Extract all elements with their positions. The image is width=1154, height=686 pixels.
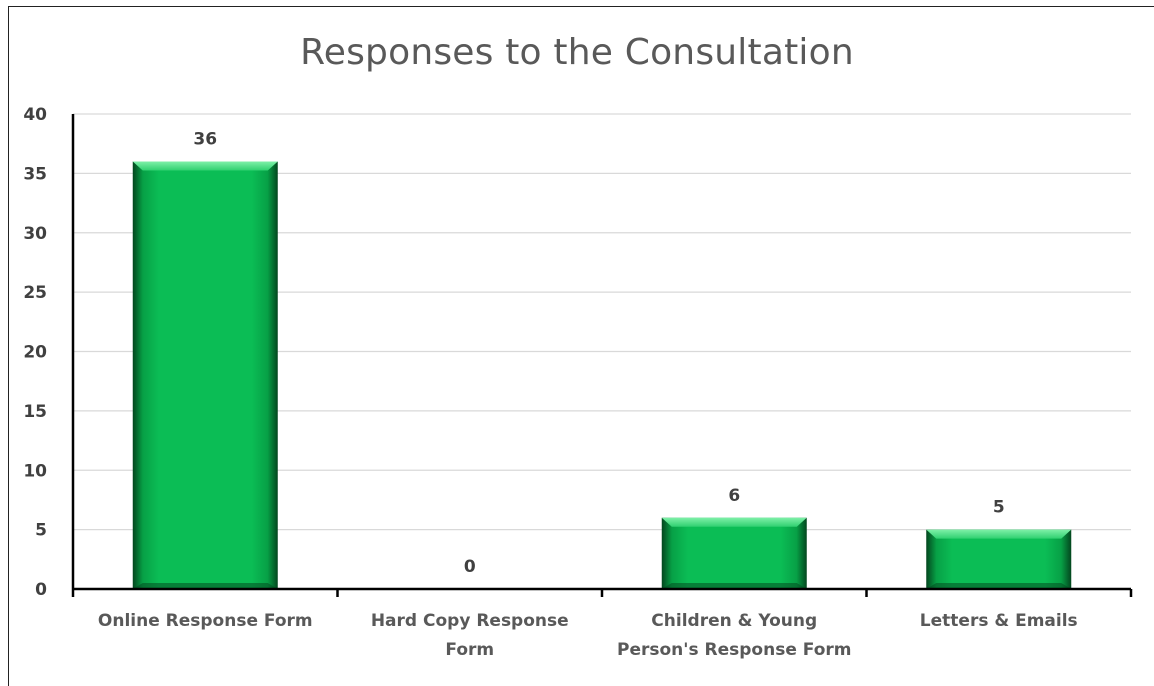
bar — [661, 517, 807, 589]
bar-bottom-bevel — [132, 583, 278, 589]
labels: 0 5 10 15 20 25 30 35 40 36 Online Response Form 0 H… — [23, 105, 1077, 660]
x-category-label: Hard Copy Response — [371, 611, 569, 631]
y-tick-label: 35 — [23, 164, 47, 184]
bar-top-bevel — [132, 161, 278, 171]
y-tick-label: 20 — [23, 343, 47, 363]
chart-frame — [8, 6, 1154, 686]
y-tick-label: 40 — [23, 105, 47, 125]
bar — [926, 529, 1072, 589]
bar-bottom-bevel — [926, 583, 1072, 589]
bar-top-bevel — [661, 517, 807, 527]
data-label: 0 — [464, 557, 476, 577]
y-tick-label: 25 — [23, 283, 47, 303]
bar-top-bevel — [926, 529, 1072, 539]
x-category-label: Children & Young — [651, 611, 817, 631]
data-label: 6 — [728, 486, 740, 506]
chart-title: Responses to the Consultation — [300, 32, 854, 73]
x-category-label: Letters & Emails — [920, 611, 1078, 631]
bar — [132, 161, 278, 589]
x-category-label: Form — [445, 640, 494, 660]
data-label: 36 — [193, 130, 217, 150]
y-tick-label: 15 — [23, 402, 47, 422]
y-tick-label: 0 — [35, 580, 47, 600]
bars — [132, 161, 1072, 589]
axes — [71, 114, 1133, 597]
bar-bottom-bevel — [661, 583, 807, 589]
y-tick-label: 10 — [23, 461, 47, 481]
x-category-label: Online Response Form — [98, 611, 313, 631]
x-category-label: Person's Response Form — [617, 640, 851, 660]
y-tick-label: 5 — [35, 521, 47, 541]
y-tick-label: 30 — [23, 224, 47, 244]
data-label: 5 — [993, 498, 1005, 518]
